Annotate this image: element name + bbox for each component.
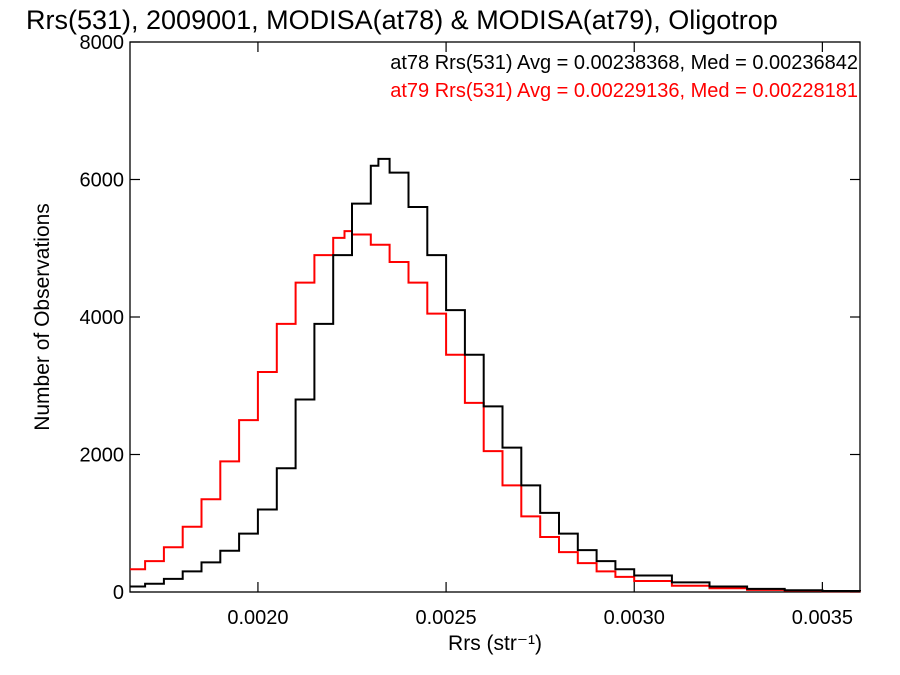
y-tick-label: 6000	[80, 170, 125, 192]
plot-frame	[129, 41, 861, 593]
x-tick-label: 0.0025	[415, 607, 476, 629]
x-tick-label: 0.0035	[792, 607, 853, 629]
y-axis-ticks: 0 2000 4000 6000 8000	[80, 32, 860, 604]
x-axis-ticks: 0.0020 0.0025 0.0030 0.0035	[227, 42, 853, 629]
series-layer	[130, 157, 861, 593]
y-tick-label: 4000	[80, 307, 125, 329]
x-tick-label: 0.0030	[604, 607, 665, 629]
y-axis-label: Number of Observations	[31, 203, 54, 431]
y-tick-label: 8000	[80, 32, 125, 54]
x-axis-label: Rrs (str⁻¹)	[448, 632, 542, 655]
y-tick-label: 2000	[80, 445, 125, 467]
legend-entry-at78: at78 Rrs(531) Avg = 0.00238368, Med = 0.…	[390, 52, 858, 74]
y-tick-label: 0	[113, 582, 124, 604]
series-line-at79	[130, 230, 861, 593]
legend-entry-at79: at79 Rrs(531) Avg = 0.00229136, Med = 0.…	[390, 80, 858, 102]
x-tick-label: 0.0020	[227, 607, 288, 629]
chart-title: Rrs(531), 2009001, MODISA(at78) & MODISA…	[26, 5, 778, 35]
series-line-at78	[130, 157, 861, 592]
